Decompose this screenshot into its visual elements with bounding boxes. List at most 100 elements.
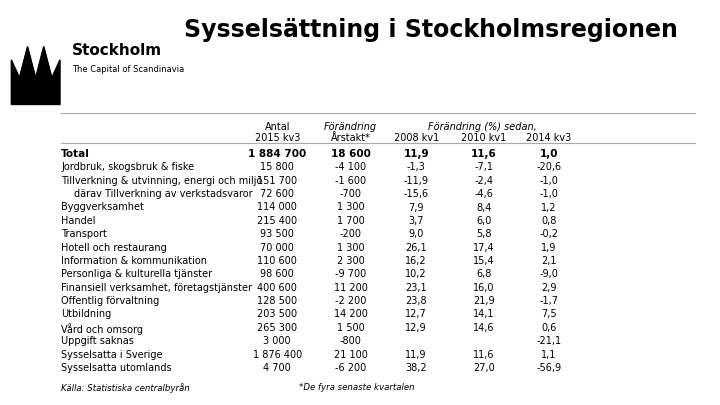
Text: 1 884 700: 1 884 700 [248,149,306,159]
Text: 203 500: 203 500 [257,309,297,320]
Text: 2014 kv3: 2014 kv3 [526,133,571,143]
Text: 12,9: 12,9 [405,323,427,333]
Text: Sysselsättning i Stockholmsregionen: Sysselsättning i Stockholmsregionen [184,18,678,42]
Text: 14 200: 14 200 [333,309,368,320]
Text: 5,8: 5,8 [476,229,492,239]
Text: 2015 kv3: 2015 kv3 [254,133,300,143]
Text: därav Tillverkning av verkstadsvaror: därav Tillverkning av verkstadsvaror [74,189,253,199]
Text: 8,4: 8,4 [476,202,492,213]
Text: -700: -700 [340,189,361,199]
Text: 1 300: 1 300 [337,243,364,253]
Text: Tillverkning & utvinning, energi och miljö: Tillverkning & utvinning, energi och mil… [61,176,263,186]
Text: 16,0: 16,0 [473,283,495,293]
Text: 9,0: 9,0 [408,229,424,239]
Text: 1,2: 1,2 [541,202,557,213]
Text: 215 400: 215 400 [257,216,297,226]
Text: Personliga & kulturella tjänster: Personliga & kulturella tjänster [61,269,212,279]
Text: 15 800: 15 800 [260,162,294,173]
Text: Antal: Antal [264,122,290,132]
Text: 15,4: 15,4 [473,256,495,266]
Text: 18 600: 18 600 [330,149,371,159]
Text: Transport: Transport [61,229,107,239]
Text: 14,6: 14,6 [473,323,495,333]
Text: *De fyra senaste kvartalen: *De fyra senaste kvartalen [299,383,415,392]
Text: -0,2: -0,2 [539,229,558,239]
Text: 7,9: 7,9 [408,202,424,213]
Text: 72 600: 72 600 [260,189,294,199]
Text: -9,0: -9,0 [539,269,558,279]
Text: -20,6: -20,6 [536,162,561,173]
Text: 1,1: 1,1 [541,350,557,360]
Text: 6,8: 6,8 [476,269,492,279]
Text: 2010 kv1: 2010 kv1 [462,133,506,143]
Text: 110 600: 110 600 [257,256,297,266]
Text: 14,1: 14,1 [473,309,495,320]
Text: 1,0: 1,0 [539,149,558,159]
Polygon shape [12,47,60,104]
Text: Information & kommunikation: Information & kommunikation [61,256,207,266]
Text: 1 500: 1 500 [337,323,364,333]
Text: -1,0: -1,0 [539,176,558,186]
Text: Total: Total [61,149,90,159]
Text: -11,9: -11,9 [404,176,428,186]
Text: Handel: Handel [61,216,96,226]
Text: Förändring: Förändring [324,122,377,132]
Text: -4,6: -4,6 [474,189,493,199]
Text: 70 000: 70 000 [260,243,294,253]
Text: 21,9: 21,9 [473,296,495,306]
Text: -1,0: -1,0 [539,189,558,199]
Text: -1 600: -1 600 [335,176,366,186]
Text: Vård och omsorg: Vård och omsorg [61,323,143,335]
Text: 98 600: 98 600 [261,269,294,279]
Text: 23,1: 23,1 [405,283,427,293]
Text: -2 200: -2 200 [335,296,366,306]
Text: 2,9: 2,9 [541,283,557,293]
Text: Uppgift saknas: Uppgift saknas [61,336,134,346]
Text: 2008 kv1: 2008 kv1 [394,133,438,143]
Text: 93 500: 93 500 [260,229,294,239]
Text: 0,6: 0,6 [541,323,557,333]
Text: Byggverksamhet: Byggverksamhet [61,202,144,213]
Text: Hotell och restaurang: Hotell och restaurang [61,243,167,253]
Text: 21 100: 21 100 [333,350,368,360]
Text: Utbildning: Utbildning [61,309,112,320]
Text: -15,6: -15,6 [404,189,428,199]
Text: 1 876 400: 1 876 400 [253,350,302,360]
Text: -56,9: -56,9 [536,363,561,373]
Text: 151 700: 151 700 [257,176,297,186]
Text: 10,2: 10,2 [405,269,427,279]
Text: -7,1: -7,1 [474,162,493,173]
Text: 2,1: 2,1 [541,256,557,266]
Text: -21,1: -21,1 [536,336,561,346]
Text: 7,5: 7,5 [541,309,557,320]
Text: 2 300: 2 300 [337,256,364,266]
Text: 400 600: 400 600 [257,283,297,293]
Text: 6,0: 6,0 [476,216,492,226]
Text: 11,6: 11,6 [471,149,497,159]
Text: 0,8: 0,8 [541,216,557,226]
Text: Årstakt*: Årstakt* [330,133,371,143]
Text: 17,4: 17,4 [473,243,495,253]
Text: -1,3: -1,3 [407,162,426,173]
Text: Jordbruk, skogsbruk & fiske: Jordbruk, skogsbruk & fiske [61,162,194,173]
Text: 265 300: 265 300 [257,323,297,333]
Text: Finansiell verksamhet, företagstjänster: Finansiell verksamhet, företagstjänster [61,283,252,293]
Text: 3,7: 3,7 [408,216,424,226]
Text: 1 700: 1 700 [337,216,364,226]
Text: 1 300: 1 300 [337,202,364,213]
Text: 114 000: 114 000 [257,202,297,213]
Text: -200: -200 [340,229,361,239]
Text: Stockholm: Stockholm [72,43,162,58]
Text: 128 500: 128 500 [257,296,297,306]
Text: Sysselsatta i Sverige: Sysselsatta i Sverige [61,350,163,360]
Text: 27,0: 27,0 [473,363,495,373]
Text: 12,7: 12,7 [405,309,427,320]
Text: Offentlig förvaltning: Offentlig förvaltning [61,296,159,306]
Text: 26,1: 26,1 [405,243,427,253]
Text: -1,7: -1,7 [539,296,558,306]
Text: 11,9: 11,9 [405,350,427,360]
Text: -9 700: -9 700 [335,269,366,279]
Text: -2,4: -2,4 [474,176,493,186]
Text: The Capital of Scandinavia: The Capital of Scandinavia [72,65,184,74]
Text: 11 200: 11 200 [333,283,368,293]
